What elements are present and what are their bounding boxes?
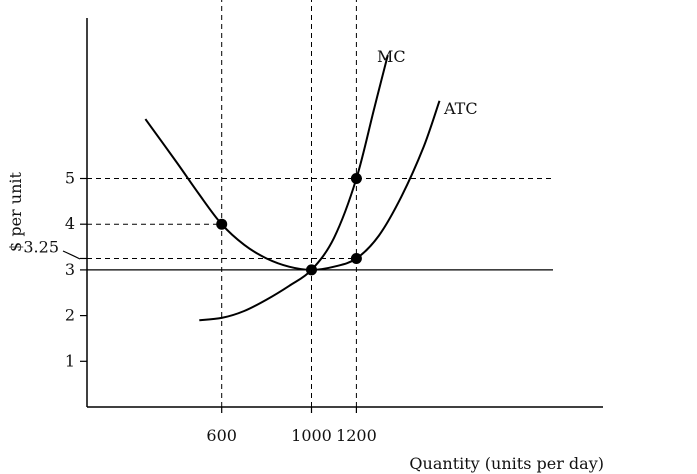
y-tick-label-5: 5 bbox=[65, 169, 75, 188]
y-tick-label-3: 3.25 bbox=[23, 237, 59, 256]
y-tick-label-2: 3 bbox=[65, 260, 75, 279]
reference-lines bbox=[87, 0, 553, 407]
data-point-0 bbox=[216, 218, 228, 230]
y-axis-label: $ per unit bbox=[6, 172, 25, 252]
y-tick-label-1: 2 bbox=[65, 306, 75, 325]
data-point-2 bbox=[350, 173, 362, 184]
series-label-atc: ATC bbox=[443, 99, 478, 118]
data-point-1 bbox=[306, 264, 317, 276]
y-tick-label-4: 4 bbox=[65, 214, 75, 233]
x-axis-label: Quantity (units per day) bbox=[409, 454, 604, 473]
curve-mc bbox=[199, 54, 389, 322]
points bbox=[216, 173, 362, 276]
y-tick-leader-3.25 bbox=[62, 250, 81, 260]
ticks: 1 2 3 3.25 4 5 600 1000 1200 bbox=[23, 169, 376, 446]
x-tick-label-0: 600 bbox=[206, 426, 237, 445]
y-tick-label-0: 1 bbox=[65, 351, 75, 370]
axes bbox=[86, 18, 603, 408]
curve-atc bbox=[144, 100, 441, 271]
series-label-mc: MC bbox=[377, 47, 406, 66]
x-tick-label-1: 1000 bbox=[291, 426, 332, 445]
data-point-3 bbox=[350, 252, 362, 264]
curves bbox=[144, 54, 441, 322]
x-tick-label-2: 1200 bbox=[336, 426, 377, 445]
labels: Quantity (units per day) $ per unit MC A… bbox=[6, 47, 604, 473]
